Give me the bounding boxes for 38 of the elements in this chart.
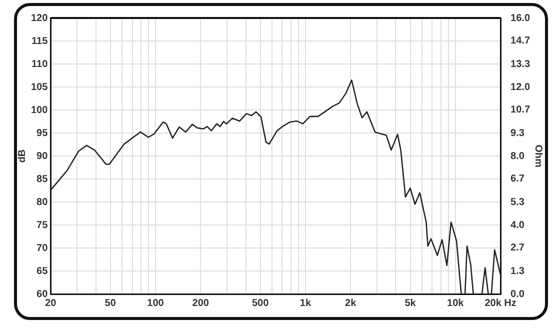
y-tick-label: 105 — [30, 82, 48, 93]
x-tick-label: 100 — [147, 298, 164, 309]
y-tick-label: 120 — [30, 12, 48, 24]
x-tick-label: 500 — [252, 298, 270, 309]
y-tick-label: 100 — [30, 104, 48, 116]
y2-axis-title: Ohm — [532, 144, 544, 168]
y2-tick-label: 14.7 — [510, 36, 530, 47]
y-tick-label: 115 — [32, 36, 48, 47]
y-tick-label: 90 — [36, 150, 48, 162]
y2-tick-label: 2.7 — [510, 242, 525, 254]
y-tick-label: 80 — [36, 196, 48, 208]
y2-tick-label: 10.7 — [510, 104, 530, 116]
y-tick-label: 65 — [36, 266, 48, 277]
y2-tick-label: 13.3 — [510, 58, 530, 70]
y-tick-label: 70 — [36, 242, 48, 254]
y2-tick-label: 4.0 — [510, 220, 525, 231]
y2-tick-label: 0.0 — [510, 288, 525, 300]
x-tick-label: 20k Hz — [484, 298, 516, 309]
x-tick-label: 20 — [45, 298, 57, 309]
y2-tick-label: 5.3 — [510, 196, 525, 208]
y-tick-label: 75 — [36, 220, 48, 231]
y2-tick-label: 8.0 — [510, 150, 525, 162]
x-tick-label: 200 — [192, 298, 210, 309]
x-tick-label: 2k — [345, 298, 357, 309]
y2-tick-label: 12.0 — [510, 82, 530, 93]
x-tick-label: 5k — [404, 298, 416, 309]
x-tick-label: 1k — [300, 298, 312, 309]
y-tick-label: 110 — [32, 58, 48, 70]
y2-tick-label: 16.0 — [510, 12, 530, 24]
x-tick-label: 10k — [447, 298, 464, 309]
y2-tick-label: 6.7 — [510, 174, 525, 185]
y2-tick-label: 9.3 — [510, 128, 525, 139]
y2-tick-label: 1.3 — [510, 266, 525, 277]
y-tick-label: 85 — [36, 174, 48, 185]
y-tick-label: 95 — [36, 128, 48, 139]
y-axis-title: dB — [16, 149, 28, 163]
y-tick-label: 60 — [36, 288, 48, 300]
x-tick-label: 50 — [104, 298, 116, 309]
